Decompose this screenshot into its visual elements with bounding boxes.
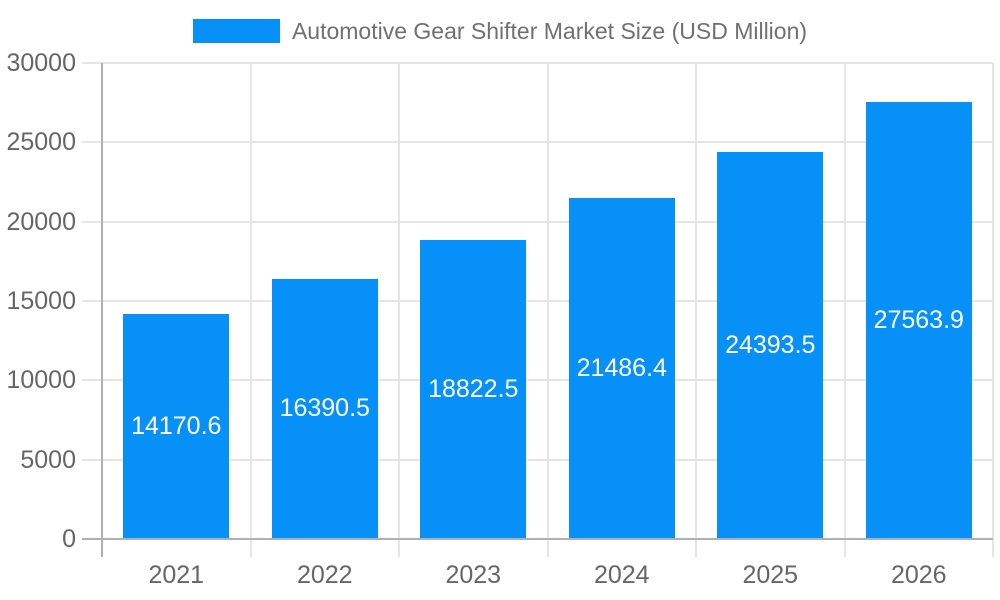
y-gridline	[82, 62, 993, 64]
legend: Automotive Gear Shifter Market Size (USD…	[0, 10, 1000, 52]
y-axis-line	[101, 63, 103, 557]
y-gridline	[82, 458, 993, 461]
y-tick-label: 30000	[6, 49, 76, 77]
y-tick-label: 25000	[6, 128, 76, 157]
legend-item[interactable]: Automotive Gear Shifter Market Size (USD…	[192, 17, 808, 45]
y-tick-label: 20000	[6, 207, 76, 236]
x-tick-label: 2023	[445, 561, 502, 589]
x-gridline	[843, 63, 846, 557]
x-tick-label: 2021	[148, 561, 205, 589]
bar-value-label: 16390.5	[279, 394, 370, 423]
x-tick-label: 2025	[742, 561, 799, 589]
legend-label: Automotive Gear Shifter Market Size (USD…	[291, 17, 808, 44]
x-gridline	[695, 63, 697, 557]
bar-value-label: 14170.6	[131, 412, 222, 441]
bar-value-label: 18822.5	[428, 375, 519, 404]
bar[interactable]: 27563.9	[865, 101, 972, 539]
y-tick-label: 5000	[20, 445, 76, 474]
y-gridline	[82, 220, 993, 223]
y-tick-label: 0	[62, 525, 76, 553]
bar[interactable]: 14170.6	[123, 314, 230, 539]
x-gridline	[992, 63, 994, 557]
bar-value-label: 27563.9	[873, 305, 964, 334]
bar[interactable]: 16390.5	[271, 278, 378, 539]
x-tick-label: 2022	[296, 561, 353, 589]
x-axis-line	[82, 538, 993, 540]
x-gridline	[546, 63, 549, 557]
bar-value-label: 24393.5	[725, 330, 816, 359]
legend-swatch	[192, 19, 280, 43]
bar[interactable]: 21486.4	[568, 198, 675, 539]
x-tick-label: 2026	[890, 561, 947, 589]
x-gridline	[398, 63, 400, 557]
bar-value-label: 21486.4	[576, 354, 667, 383]
bar[interactable]: 24393.5	[717, 151, 824, 539]
y-gridline	[82, 379, 993, 382]
y-gridline	[82, 300, 993, 302]
bar[interactable]: 18822.5	[420, 240, 527, 539]
x-tick-label: 2024	[593, 561, 650, 589]
y-tick-label: 15000	[6, 287, 76, 315]
x-gridline	[249, 63, 252, 557]
y-tick-label: 10000	[6, 366, 76, 395]
y-gridline	[82, 141, 993, 144]
